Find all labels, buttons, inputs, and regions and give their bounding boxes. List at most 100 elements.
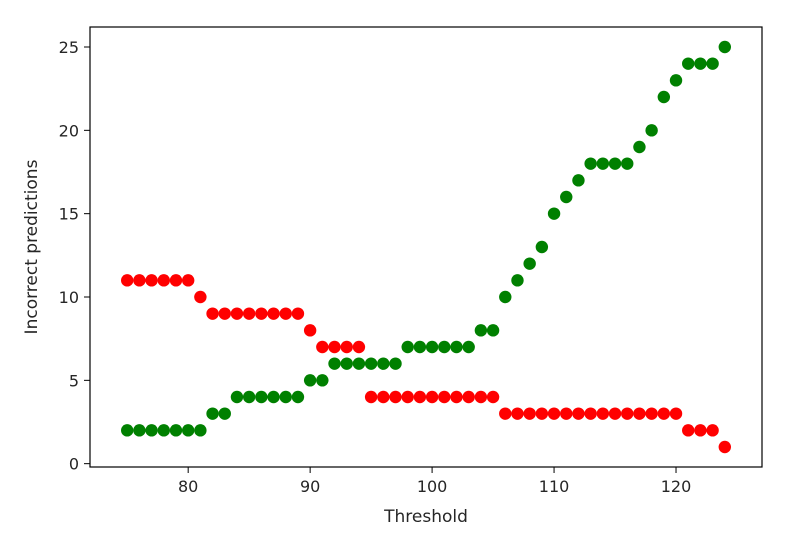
data-point [255,390,268,404]
data-point [413,390,427,404]
data-point [425,340,439,354]
data-point [657,90,671,104]
data-point [608,157,622,170]
data-point [450,340,463,354]
data-point [657,407,671,420]
data-point [206,407,219,420]
data-point [145,274,158,287]
data-point [572,174,585,187]
data-point [535,407,549,420]
data-point [218,307,231,320]
data-point [267,390,280,404]
data-point [511,407,524,420]
data-point [694,424,707,437]
x-axis-label: Threshold [383,507,468,527]
data-point [450,390,463,404]
data-point [230,307,244,320]
data-point [328,357,341,370]
data-point [377,390,390,404]
data-point [267,307,280,320]
data-point [608,407,622,420]
data-point [316,374,329,387]
data-point [523,257,536,270]
data-point [547,207,561,220]
data-point [486,390,500,404]
data-point [181,274,195,287]
data-point [596,407,610,420]
data-point [718,440,732,454]
data-point [218,407,231,420]
data-point [462,390,475,404]
data-point [633,407,646,420]
data-point [499,290,512,304]
x-tick-label: 120 [661,477,692,496]
y-tick-label: 25 [59,38,79,57]
data-point [572,407,585,420]
data-point [133,274,146,287]
data-points [120,40,732,454]
data-point [413,340,427,354]
data-point [462,340,475,354]
x-axis-ticks: 80 90 100 110 120 [178,467,691,496]
data-point [352,340,366,354]
data-point [194,290,207,304]
data-point [316,340,329,354]
data-point [364,390,378,404]
data-point [145,424,158,437]
data-point [194,424,207,437]
data-point [181,424,195,437]
data-point [645,124,658,137]
data-point [389,390,402,404]
data-point [401,340,414,354]
data-point [291,390,305,404]
y-axis-label: Incorrect predictions [22,159,42,334]
data-point [303,374,317,387]
y-axis-ticks: 0 5 10 15 20 25 [59,38,90,474]
data-point [669,407,683,420]
series-0 [120,274,732,454]
data-point [523,407,536,420]
data-point [706,424,719,437]
series-1 [120,40,732,437]
data-point [120,274,134,287]
y-tick-label: 10 [59,288,79,307]
y-tick-label: 15 [59,205,79,224]
x-tick-label: 110 [539,477,570,496]
y-tick-label: 0 [69,455,79,474]
data-point [425,390,439,404]
data-point [377,357,390,370]
data-point [474,324,488,337]
data-point [169,424,183,437]
data-point [279,307,292,320]
data-point [596,157,610,170]
data-point [255,307,268,320]
y-tick-label: 5 [69,371,79,390]
data-point [645,407,658,420]
data-point [682,57,695,70]
x-tick-label: 100 [417,477,448,496]
data-point [242,390,256,404]
data-point [486,324,500,337]
data-point [560,407,573,420]
data-point [279,390,292,404]
data-point [120,424,134,437]
x-tick-label: 80 [178,477,198,496]
data-point [584,407,597,420]
data-point [157,274,170,287]
data-point [584,157,597,170]
data-point [621,407,634,420]
y-tick-label: 20 [59,121,79,140]
data-point [157,424,170,437]
data-point [682,424,695,437]
data-point [438,340,451,354]
data-point [340,357,353,370]
data-point [669,74,683,87]
data-point [694,57,707,70]
data-point [706,57,719,70]
data-point [438,390,451,404]
data-point [401,390,414,404]
data-point [206,307,219,320]
data-point [291,307,305,320]
data-point [499,407,512,420]
